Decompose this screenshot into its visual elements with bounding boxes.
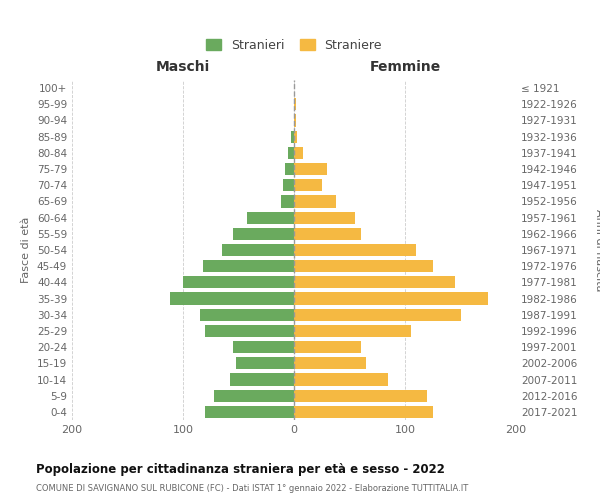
Y-axis label: Fasce di età: Fasce di età [22, 217, 31, 283]
Text: Popolazione per cittadinanza straniera per età e sesso - 2022: Popolazione per cittadinanza straniera p… [36, 462, 445, 475]
Bar [294, 276, 455, 288]
Bar [294, 406, 433, 418]
Bar [203, 260, 294, 272]
Bar [294, 374, 388, 386]
Bar [233, 228, 294, 240]
Bar [294, 260, 433, 272]
Bar [294, 114, 296, 126]
Text: Femmine: Femmine [370, 60, 440, 74]
Bar [294, 390, 427, 402]
Bar [247, 212, 294, 224]
Bar [283, 179, 294, 192]
Bar [294, 341, 361, 353]
Bar [294, 130, 298, 142]
Text: COMUNE DI SAVIGNANO SUL RUBICONE (FC) - Dati ISTAT 1° gennaio 2022 - Elaborazion: COMUNE DI SAVIGNANO SUL RUBICONE (FC) - … [36, 484, 468, 493]
Text: Maschi: Maschi [156, 60, 210, 74]
Bar [294, 179, 322, 192]
Bar [281, 196, 294, 207]
Bar [233, 341, 294, 353]
Bar [294, 292, 488, 304]
Bar [290, 130, 294, 142]
Bar [222, 244, 294, 256]
Bar [294, 228, 361, 240]
Y-axis label: Anni di nascita: Anni di nascita [594, 209, 600, 291]
Bar [170, 292, 294, 304]
Bar [294, 196, 336, 207]
Bar [200, 308, 294, 321]
Bar [289, 147, 294, 159]
Bar [205, 406, 294, 418]
Bar [285, 163, 294, 175]
Bar [230, 374, 294, 386]
Legend: Stranieri, Straniere: Stranieri, Straniere [206, 38, 382, 52]
Bar [294, 244, 416, 256]
Bar [294, 308, 461, 321]
Bar [214, 390, 294, 402]
Bar [294, 358, 366, 370]
Bar [236, 358, 294, 370]
Bar [294, 163, 328, 175]
Bar [294, 212, 355, 224]
Bar [294, 147, 303, 159]
Bar [183, 276, 294, 288]
Bar [294, 325, 410, 337]
Bar [294, 98, 296, 110]
Bar [205, 325, 294, 337]
